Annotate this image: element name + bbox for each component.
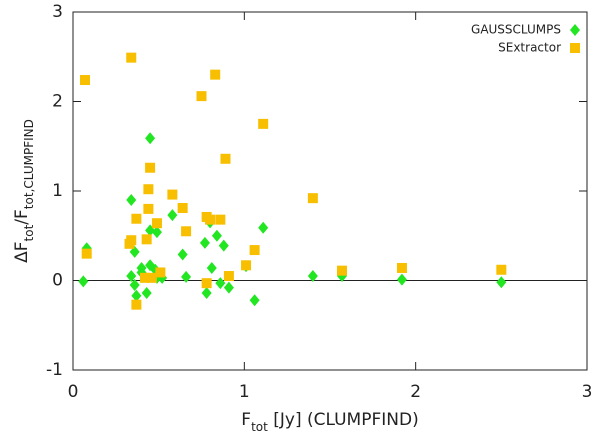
point	[223, 271, 234, 282]
point	[220, 153, 231, 164]
point	[124, 238, 135, 249]
point	[215, 277, 226, 290]
point	[205, 214, 216, 225]
point	[126, 270, 137, 283]
y-tick-label: -1	[46, 360, 63, 380]
point	[258, 118, 269, 129]
point	[131, 213, 142, 224]
point	[126, 52, 137, 63]
point	[211, 229, 222, 242]
point	[79, 75, 90, 86]
legend-label: GAUSSCLUMPS	[471, 23, 561, 37]
point	[131, 299, 142, 310]
point	[496, 264, 507, 275]
point	[151, 218, 162, 229]
point	[196, 91, 207, 102]
point	[129, 245, 140, 258]
point	[396, 262, 407, 273]
point	[241, 260, 252, 271]
y-tick-label: 3	[52, 2, 63, 22]
label-part: ΔF	[12, 241, 32, 262]
point	[141, 287, 152, 300]
point	[181, 226, 192, 237]
y-tick-label: 0	[52, 271, 63, 291]
legend-marker	[570, 24, 580, 36]
point	[249, 294, 260, 307]
point	[496, 276, 507, 289]
point	[141, 234, 152, 245]
point	[143, 203, 154, 214]
point	[139, 272, 150, 283]
point	[210, 69, 221, 80]
point	[167, 189, 178, 200]
point	[249, 245, 260, 256]
point	[167, 209, 178, 222]
point	[307, 270, 318, 283]
point	[126, 193, 137, 206]
point	[199, 236, 210, 249]
point	[143, 184, 154, 195]
label-part: tot,CLUMPFIND	[22, 119, 36, 209]
point	[201, 278, 212, 289]
point	[177, 203, 188, 214]
point	[396, 273, 407, 286]
point	[336, 265, 347, 276]
point	[307, 193, 318, 204]
x-tick-label: 1	[239, 382, 250, 402]
label-part: tot	[251, 420, 268, 434]
legend-label: SExtractor	[498, 41, 561, 55]
point	[181, 270, 192, 283]
y-tick-label: 2	[52, 92, 63, 112]
y-axis-label: ΔFtot/Ftot,CLUMPFIND	[12, 119, 36, 263]
x-axis-label: Ftot [Jy] (CLUMPFIND)	[241, 410, 418, 434]
point	[206, 261, 217, 274]
point	[155, 267, 166, 278]
point	[177, 248, 188, 261]
point	[146, 272, 157, 283]
label-part: /F	[12, 209, 32, 225]
point	[81, 248, 92, 259]
label-part: tot	[22, 224, 36, 241]
point	[223, 281, 234, 294]
point	[215, 214, 226, 225]
point	[145, 162, 156, 173]
point	[201, 287, 212, 300]
point	[129, 278, 140, 291]
point	[218, 239, 229, 252]
point	[131, 289, 142, 302]
point	[258, 221, 269, 234]
y-tick-label: 1	[52, 181, 63, 201]
label-part: [Jy] (CLUMPFIND)	[268, 410, 419, 430]
legend-marker	[570, 43, 580, 53]
point	[145, 132, 156, 145]
label-part: F	[241, 410, 251, 430]
x-tick-label: 0	[68, 382, 79, 402]
point	[78, 275, 89, 288]
x-tick-label: 3	[582, 382, 593, 402]
x-tick-label: 2	[410, 382, 421, 402]
point	[151, 226, 162, 239]
